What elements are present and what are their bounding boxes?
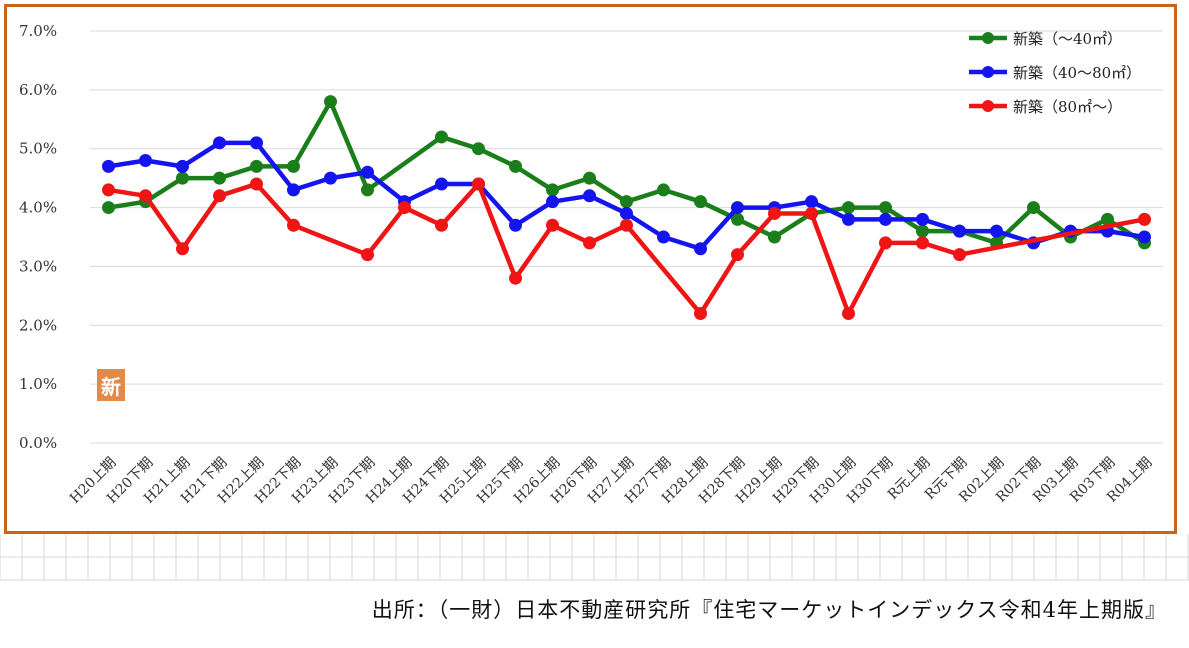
data-point bbox=[509, 271, 522, 285]
legend-item: 新築（40～80㎡） bbox=[969, 64, 1141, 82]
data-point bbox=[102, 159, 115, 173]
legend-marker bbox=[982, 100, 994, 112]
data-point bbox=[102, 183, 115, 197]
data-point bbox=[176, 242, 189, 256]
y-tick-label: 0.0% bbox=[19, 434, 57, 452]
data-point bbox=[361, 165, 374, 179]
new-construction-badge: 新 bbox=[97, 369, 125, 401]
data-point bbox=[731, 201, 744, 215]
data-point bbox=[361, 183, 374, 197]
data-point bbox=[176, 159, 189, 173]
data-point bbox=[324, 171, 337, 185]
data-point bbox=[694, 195, 707, 209]
x-axis-ticks: H20上期H20下期H21上期H21下期H22上期H22下期H23上期H23下期… bbox=[67, 455, 1155, 507]
data-point bbox=[1138, 230, 1151, 244]
series-2 bbox=[102, 136, 1151, 256]
data-point bbox=[879, 201, 892, 215]
data-point bbox=[953, 248, 966, 262]
legend-item: 新築（～40㎡） bbox=[969, 30, 1122, 48]
data-point bbox=[250, 159, 263, 173]
data-point bbox=[583, 189, 596, 203]
data-point bbox=[805, 206, 818, 220]
data-point bbox=[102, 201, 115, 215]
line-chart: 0.0% 1.0% 2.0% 3.0% 4.0% 5.0% 6.0% 7.0% H20上期H2… bbox=[19, 22, 1163, 507]
data-point bbox=[768, 230, 781, 244]
series-lines bbox=[102, 95, 1151, 321]
data-point bbox=[620, 195, 633, 209]
data-point bbox=[139, 153, 152, 167]
legend-marker bbox=[982, 66, 994, 78]
y-tick-label: 3.0% bbox=[19, 257, 57, 275]
data-point bbox=[620, 206, 633, 220]
data-point bbox=[842, 201, 855, 215]
data-point bbox=[583, 171, 596, 185]
chart-frame: 0.0% 1.0% 2.0% 3.0% 4.0% 5.0% 6.0% 7.0% H20上期 H2… bbox=[4, 4, 1177, 534]
data-point bbox=[1027, 201, 1040, 215]
y-axis-ticks: 0.0% 1.0% 2.0% 3.0% 4.0% 5.0% 6.0% 7.0% bbox=[19, 22, 57, 452]
y-tick-label: 6.0% bbox=[19, 81, 57, 99]
data-point bbox=[472, 142, 485, 156]
data-point bbox=[250, 136, 263, 150]
data-point bbox=[435, 130, 448, 144]
y-tick-label: 2.0% bbox=[19, 316, 57, 334]
y-tick-label: 4.0% bbox=[19, 199, 57, 217]
y-tick-label: 7.0% bbox=[19, 22, 57, 40]
data-point bbox=[139, 189, 152, 203]
data-point bbox=[1138, 212, 1151, 226]
data-point bbox=[398, 201, 411, 215]
data-point bbox=[435, 177, 448, 191]
data-point bbox=[213, 171, 226, 185]
y-tick-label: 5.0% bbox=[19, 140, 57, 158]
data-point bbox=[287, 159, 300, 173]
data-point bbox=[213, 189, 226, 203]
data-point bbox=[1101, 212, 1114, 226]
data-point bbox=[361, 248, 374, 262]
data-point bbox=[176, 171, 189, 185]
legend-label: 新築（～40㎡） bbox=[1013, 30, 1122, 48]
data-point bbox=[879, 236, 892, 250]
data-point bbox=[953, 224, 966, 238]
data-point bbox=[731, 212, 744, 226]
legend-label: 新築（80㎡～） bbox=[1013, 98, 1122, 116]
series-3 bbox=[102, 177, 1151, 321]
data-point bbox=[842, 212, 855, 226]
data-point bbox=[916, 224, 929, 238]
data-point bbox=[546, 195, 559, 209]
data-point bbox=[250, 177, 263, 191]
legend-marker bbox=[982, 32, 994, 44]
data-point bbox=[879, 212, 892, 226]
data-point bbox=[916, 236, 929, 250]
legend-label: 新築（40～80㎡） bbox=[1013, 64, 1141, 82]
data-point bbox=[435, 218, 448, 232]
data-point bbox=[324, 95, 337, 109]
data-point bbox=[509, 218, 522, 232]
data-point bbox=[287, 218, 300, 232]
legend-item: 新築（80㎡～） bbox=[969, 98, 1122, 116]
data-point bbox=[546, 183, 559, 197]
legend: 新築（～40㎡） 新築（40～80㎡） 新築（80㎡～） bbox=[969, 30, 1141, 116]
data-point bbox=[694, 242, 707, 256]
data-point bbox=[213, 136, 226, 150]
data-point bbox=[916, 212, 929, 226]
data-point bbox=[657, 183, 670, 197]
data-point bbox=[583, 236, 596, 250]
y-tick-label: 1.0% bbox=[19, 375, 57, 393]
data-point bbox=[731, 248, 744, 262]
data-point bbox=[287, 183, 300, 197]
data-point bbox=[472, 177, 485, 191]
data-point bbox=[842, 307, 855, 321]
data-point bbox=[620, 218, 633, 232]
data-point bbox=[509, 159, 522, 173]
data-point bbox=[657, 230, 670, 244]
data-point bbox=[990, 224, 1003, 238]
data-point bbox=[805, 195, 818, 209]
data-point bbox=[768, 206, 781, 220]
source-caption: 出所：（一財）日本不動産研究所『住宅マーケットインデックス令和4年上期版』 bbox=[371, 598, 1167, 622]
data-point bbox=[694, 307, 707, 321]
data-point bbox=[546, 218, 559, 232]
